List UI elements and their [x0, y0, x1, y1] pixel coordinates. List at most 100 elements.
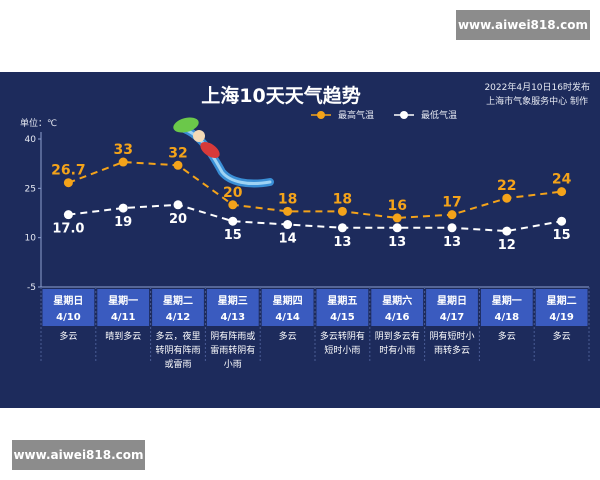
low-temp-data-label: 15	[224, 228, 242, 243]
low-temp-data-label: 13	[443, 235, 461, 250]
high-temp-data-label: 32	[168, 145, 187, 161]
weekday-label: 星期日	[53, 294, 83, 307]
high-temp-data-label: 18	[333, 191, 352, 207]
weather-text: 转阴有阵雨	[155, 344, 200, 356]
weather-text: 多云	[279, 330, 297, 342]
high-temp-line	[68, 161, 562, 219]
low-temp-data-label: 14	[279, 232, 297, 247]
publisher: 上海市气象服务中心 制作	[486, 95, 588, 107]
weather-text: 阴到多云有	[375, 330, 420, 342]
date-label: 4/19	[549, 312, 574, 323]
date-label: 4/18	[495, 312, 520, 323]
low-temp-data-label: 13	[333, 235, 351, 250]
y-tick-label: -5	[27, 283, 36, 293]
weather-text: 阴有阵雨或	[210, 330, 255, 342]
high-temp-point	[392, 213, 402, 223]
low-temp-point	[228, 216, 238, 226]
date-label: 4/14	[275, 312, 300, 323]
high-temp-point	[283, 206, 293, 216]
day-header-cell	[42, 289, 95, 326]
low-temp-point	[118, 203, 128, 213]
weekday-label: 星期一	[108, 294, 138, 307]
weather-text: 阴有短时小	[429, 330, 474, 342]
x-grid	[40, 286, 590, 362]
publish-info: 2022年4月10日16时发布	[484, 81, 590, 93]
low-temp-data-label: 20	[169, 212, 187, 227]
low-temp-data-label: 19	[114, 215, 132, 230]
date-label: 4/12	[166, 312, 191, 323]
low-temp-point	[283, 220, 293, 230]
weekday-label: 星期四	[273, 294, 303, 307]
legend-high-label: 最高气温	[338, 109, 374, 121]
weather-text: 雨转多云	[434, 344, 470, 356]
high-temp-data-label: 26.7	[51, 163, 86, 179]
weather-trend-panel: 上海10天天气趋势 2022年4月10日16时发布 上海市气象服务中心 制作 最…	[0, 72, 600, 408]
y-axis-unit: 单位：℃	[20, 117, 57, 129]
legend-low-label: 最低气温	[421, 109, 457, 121]
day-header-cell	[316, 289, 369, 326]
high-temp-point	[447, 210, 457, 220]
high-temp-data-label: 16	[387, 198, 406, 214]
high-temp-point	[337, 206, 347, 216]
legend: 最高气温 最低气温	[311, 109, 457, 121]
weather-text: 雷雨转阴有	[210, 344, 255, 356]
y-tick-label: 10	[25, 234, 37, 244]
day-header-cell	[371, 289, 424, 326]
high-temp-point	[502, 193, 512, 203]
low-temp-data-label: 17.0	[52, 222, 84, 237]
series-high: 26.7 33 32 20 18 18 16 17 22 24	[51, 142, 572, 223]
high-temp-point	[173, 160, 183, 170]
date-label: 4/11	[111, 312, 136, 323]
low-temp-line	[68, 203, 562, 233]
weekday-label: 星期二	[547, 294, 577, 307]
high-temp-point	[118, 157, 128, 167]
date-label: 4/16	[385, 312, 410, 323]
high-temp-data-label: 33	[113, 142, 132, 158]
date-label: 4/15	[330, 312, 355, 323]
green-board-icon	[173, 117, 199, 133]
low-temp-point	[502, 226, 512, 236]
day-headers: 星期日 4/10 星期一 4/11 星期二 4/12 星期三 4/13 星期四 4/14 星期五 4/…	[42, 289, 588, 326]
weather-text: 或雷雨	[164, 358, 191, 370]
weather-text: 多云转阴有	[320, 330, 365, 342]
day-header-cell	[426, 289, 478, 326]
high-temp-data-label: 17	[442, 195, 461, 211]
low-temp-point	[557, 216, 567, 226]
weather-text: 小雨	[224, 359, 242, 370]
low-temp-point	[392, 223, 402, 233]
high-temp-point	[557, 187, 567, 197]
typhoon-decoration	[173, 117, 274, 188]
y-ticks: -5 10 25 40	[25, 135, 41, 293]
day-header-cell	[206, 289, 259, 326]
weekday-label: 星期三	[218, 294, 248, 307]
low-temp-data-label: 13	[388, 235, 406, 250]
weekday-label: 星期二	[163, 294, 193, 307]
y-tick-label: 25	[25, 184, 36, 194]
day-header-cell	[97, 289, 150, 326]
weather-text: 多云	[59, 330, 77, 342]
high-temp-data-label: 24	[552, 172, 572, 188]
date-label: 4/10	[56, 312, 81, 323]
weather-text: 多云	[498, 330, 516, 342]
weather-text: 多云，夜里	[155, 330, 200, 342]
low-temp-point	[63, 210, 73, 220]
low-temp-point	[173, 200, 183, 210]
weather-text: 短时小雨	[324, 344, 360, 356]
series-low: 17.0 19 20 15 14 13 13 13 12 15	[52, 200, 571, 253]
watermark-bottom: www.aiwei818.com	[12, 440, 145, 470]
date-label: 4/13	[221, 312, 246, 323]
red-board-icon	[200, 142, 220, 158]
surfer-icon	[193, 130, 205, 142]
watermark-top: www.aiwei818.com	[456, 10, 590, 40]
day-header-cell	[152, 289, 204, 326]
weather-text: 多云	[553, 330, 571, 342]
weekday-label: 星期一	[492, 294, 522, 307]
chart-title: 上海10天天气趋势	[201, 84, 360, 107]
high-temp-point	[63, 178, 73, 188]
y-tick-label: 40	[25, 135, 37, 145]
weather-text: 晴到多云	[105, 330, 141, 342]
day-header-cell	[261, 289, 314, 326]
high-temp-data-label: 18	[278, 191, 297, 207]
low-temp-point	[447, 223, 457, 233]
